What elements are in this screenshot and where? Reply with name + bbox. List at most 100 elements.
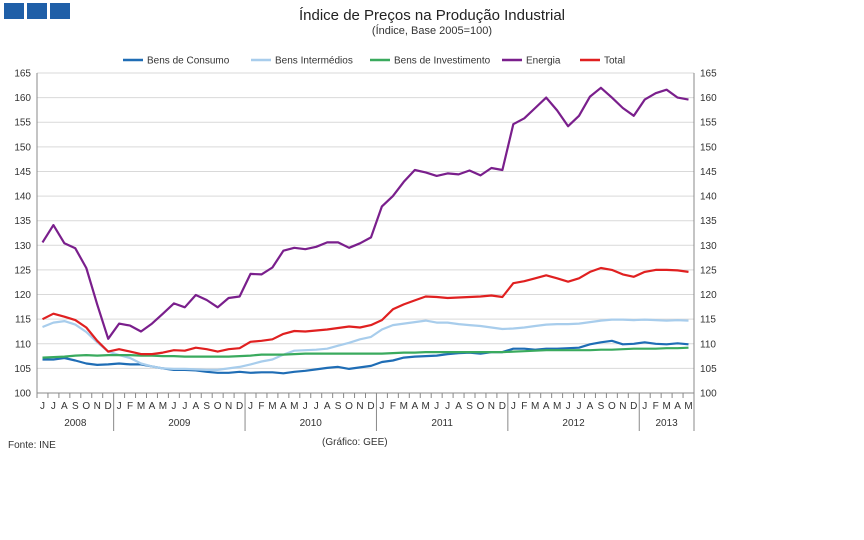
month-tick-label: M: [290, 401, 298, 412]
y-tick-label-left: 130: [14, 241, 31, 252]
month-tick-label: D: [236, 401, 243, 412]
chart-credit: (Gráfico: GEE): [322, 437, 388, 448]
logo: [4, 3, 70, 19]
month-tick-label: J: [182, 401, 187, 412]
month-tick-label: O: [608, 401, 616, 412]
y-tick-label-left: 155: [14, 118, 31, 129]
y-tick-label-right: 115: [700, 315, 716, 326]
y-tick-label-left: 145: [14, 167, 31, 178]
month-tick-label: A: [674, 401, 681, 412]
month-tick-label: J: [117, 401, 122, 412]
month-tick-label: M: [662, 401, 670, 412]
month-tick-label: S: [466, 401, 473, 412]
year-label: 2012: [562, 418, 585, 429]
month-tick-label: A: [149, 401, 156, 412]
month-tick-label: F: [127, 401, 133, 412]
month-tick-label: M: [400, 401, 408, 412]
month-tick-label: A: [455, 401, 462, 412]
y-tick-label-right: 105: [700, 364, 717, 375]
month-tick-label: J: [566, 401, 571, 412]
y-tick-label-right: 110: [700, 339, 716, 350]
month-tick-label: D: [499, 401, 506, 412]
month-tick-label: J: [445, 401, 450, 412]
logo-block-1: [4, 3, 24, 19]
legend-label-bens-de-consumo: Bens de Consumo: [147, 56, 230, 67]
y-tick-label-left: 135: [14, 216, 31, 227]
legend-label-energia: Energia: [526, 56, 561, 67]
month-tick-label: S: [598, 401, 605, 412]
series-lines: [41, 86, 689, 375]
month-tick-label: O: [82, 401, 90, 412]
month-tick-label: M: [268, 401, 276, 412]
y-tick-label-left: 125: [14, 265, 31, 276]
y-tick-label-right: 120: [700, 290, 717, 301]
month-tick-label: J: [642, 401, 647, 412]
y-tick-label-right: 140: [700, 192, 717, 203]
month-tick-label: O: [345, 401, 353, 412]
month-tick-label: N: [356, 401, 363, 412]
month-tick-label: M: [137, 401, 145, 412]
year-label: 2008: [64, 418, 87, 429]
legend-label-total: Total: [604, 56, 625, 67]
month-tick-label: J: [171, 401, 176, 412]
y-tick-label-right: 165: [700, 69, 717, 80]
y-tick-label-left: 150: [14, 142, 31, 153]
y-tick-label-left: 165: [14, 69, 31, 80]
legend-label-bens-intermedios: Bens Intermédios: [275, 56, 353, 67]
y-tick-label-right: 150: [700, 142, 717, 153]
month-tick-label: A: [61, 401, 68, 412]
month-tick-label: A: [587, 401, 594, 412]
series-line-total: [42, 266, 689, 356]
y-tick-label-right: 125: [700, 265, 717, 276]
y-tick-label-left: 115: [15, 315, 31, 326]
y-tick-label-right: 155: [700, 118, 717, 129]
month-tick-label: N: [488, 401, 495, 412]
y-tick-label-left: 105: [14, 364, 31, 375]
year-label: 2011: [431, 418, 453, 429]
year-label: 2013: [656, 418, 679, 429]
month-tick-label: M: [553, 401, 561, 412]
month-tick-label: F: [258, 401, 264, 412]
month-tick-label: M: [159, 401, 167, 412]
month-tick-label: J: [511, 401, 516, 412]
month-tick-label: D: [630, 401, 637, 412]
month-tick-label: J: [248, 401, 253, 412]
month-tick-label: A: [411, 401, 418, 412]
month-tick-label: S: [203, 401, 210, 412]
y-tick-label-right: 135: [700, 216, 717, 227]
chart-title: Índice de Preços na Produção Industrial: [299, 7, 565, 24]
y-tick-label-right: 160: [700, 93, 717, 104]
month-tick-label: J: [379, 401, 384, 412]
y-tick-label-left: 160: [14, 93, 31, 104]
month-tick-label: D: [367, 401, 374, 412]
y-tick-label-right: 130: [700, 241, 717, 252]
month-tick-label: A: [324, 401, 331, 412]
y-tick-label-left: 110: [15, 339, 31, 350]
y-tick-label-right: 100: [700, 389, 717, 400]
month-tick-label: S: [335, 401, 342, 412]
month-tick-label: A: [192, 401, 199, 412]
logo-block-3: [50, 3, 70, 19]
series-line-bens-intermedios: [42, 318, 689, 371]
month-tick-label: M: [422, 401, 430, 412]
month-tick-label: J: [314, 401, 319, 412]
month-tick-label: F: [521, 401, 527, 412]
y-tick-label-right: 145: [700, 167, 717, 178]
month-tick-label: J: [577, 401, 582, 412]
logo-block-2: [27, 3, 47, 19]
year-label: 2010: [300, 418, 323, 429]
month-tick-label: A: [280, 401, 287, 412]
month-tick-label: N: [225, 401, 232, 412]
year-label: 2009: [168, 418, 191, 429]
month-tick-label: F: [653, 401, 659, 412]
legend-label-bens-de-investimento: Bens de Investimento: [394, 56, 491, 67]
series-line-energia: [41, 86, 689, 340]
month-tick-label: A: [543, 401, 550, 412]
grid: [37, 72, 694, 394]
month-tick-label: N: [619, 401, 626, 412]
series-line-bens-de-investimento: [42, 346, 689, 359]
month-tick-label: J: [434, 401, 439, 412]
legend: Bens de Consumo Bens Intermédios Bens de I…: [123, 56, 625, 67]
source-note: Fonte: INE: [8, 440, 56, 451]
